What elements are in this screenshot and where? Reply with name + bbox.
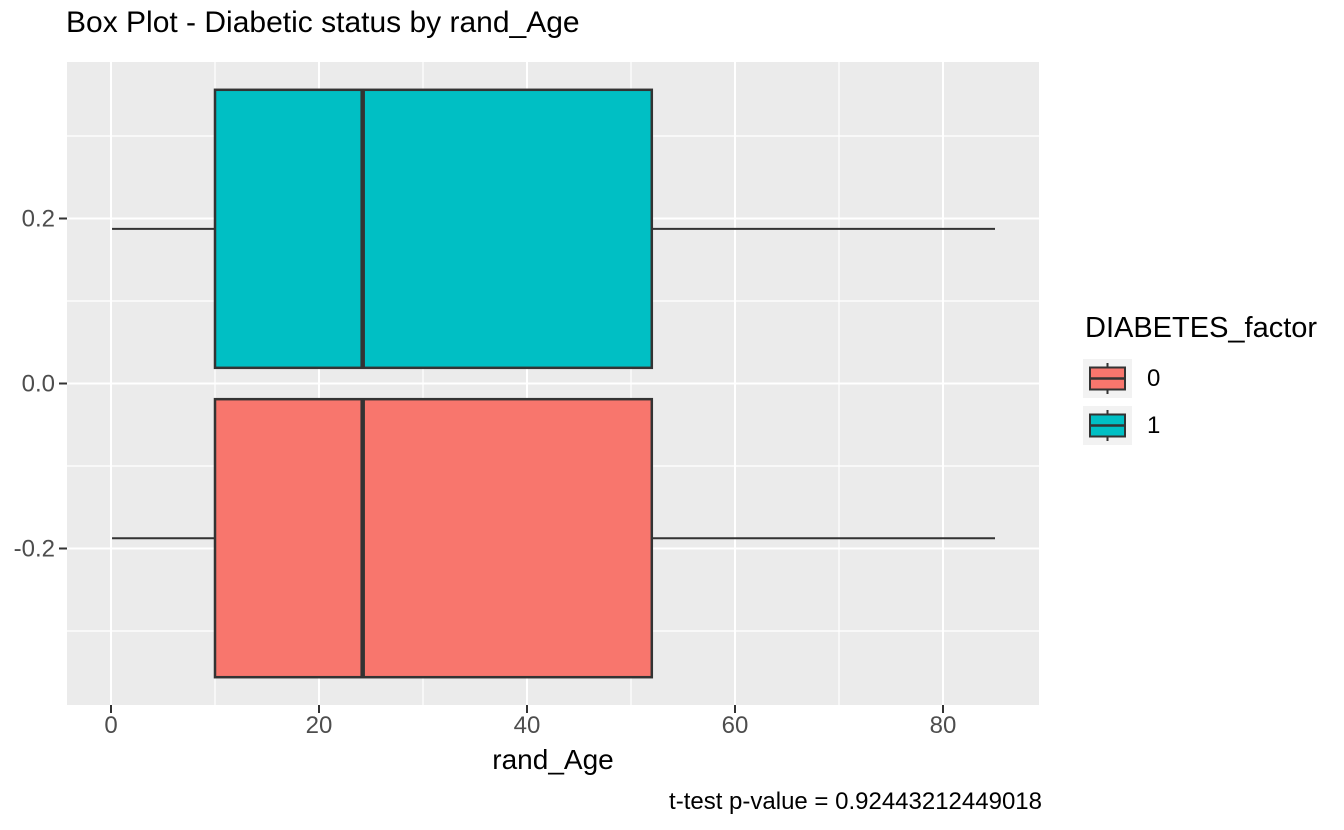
- legend-label-0: 0: [1147, 364, 1161, 392]
- x-axis-title: rand_Age: [492, 744, 614, 775]
- y-tick-label: 0.0: [22, 371, 55, 398]
- boxplot-glyph-icon: [1089, 363, 1126, 394]
- legend-label-1: 1: [1147, 411, 1161, 439]
- legend-keys: 0 1: [1083, 359, 1317, 445]
- boxplot-box-1: [213, 88, 654, 370]
- legend-key-swatch-0: [1083, 359, 1132, 398]
- legend-key-0: 0: [1083, 359, 1317, 398]
- y-tick-label: -0.2: [14, 536, 55, 563]
- x-tick-label: 60: [722, 712, 749, 739]
- legend-key-swatch-1: [1083, 406, 1132, 445]
- y-tick-label: 0.2: [22, 206, 55, 233]
- plot-caption: t-test p-value = 0.92443212449018: [669, 788, 1042, 815]
- x-tick-label: 0: [104, 712, 117, 739]
- plot-title: Box Plot - Diabetic status by rand_Age: [66, 6, 580, 39]
- x-tick-label: 40: [514, 712, 541, 739]
- boxplot-box-0: [213, 397, 654, 679]
- x-tick-label: 80: [930, 712, 957, 739]
- legend-key-1: 1: [1083, 406, 1317, 445]
- boxplot-glyph-icon: [1089, 410, 1126, 441]
- legend: DIABETES_factor 0: [1083, 312, 1317, 453]
- legend-title: DIABETES_factor: [1085, 312, 1318, 344]
- x-tick-label: 20: [306, 712, 333, 739]
